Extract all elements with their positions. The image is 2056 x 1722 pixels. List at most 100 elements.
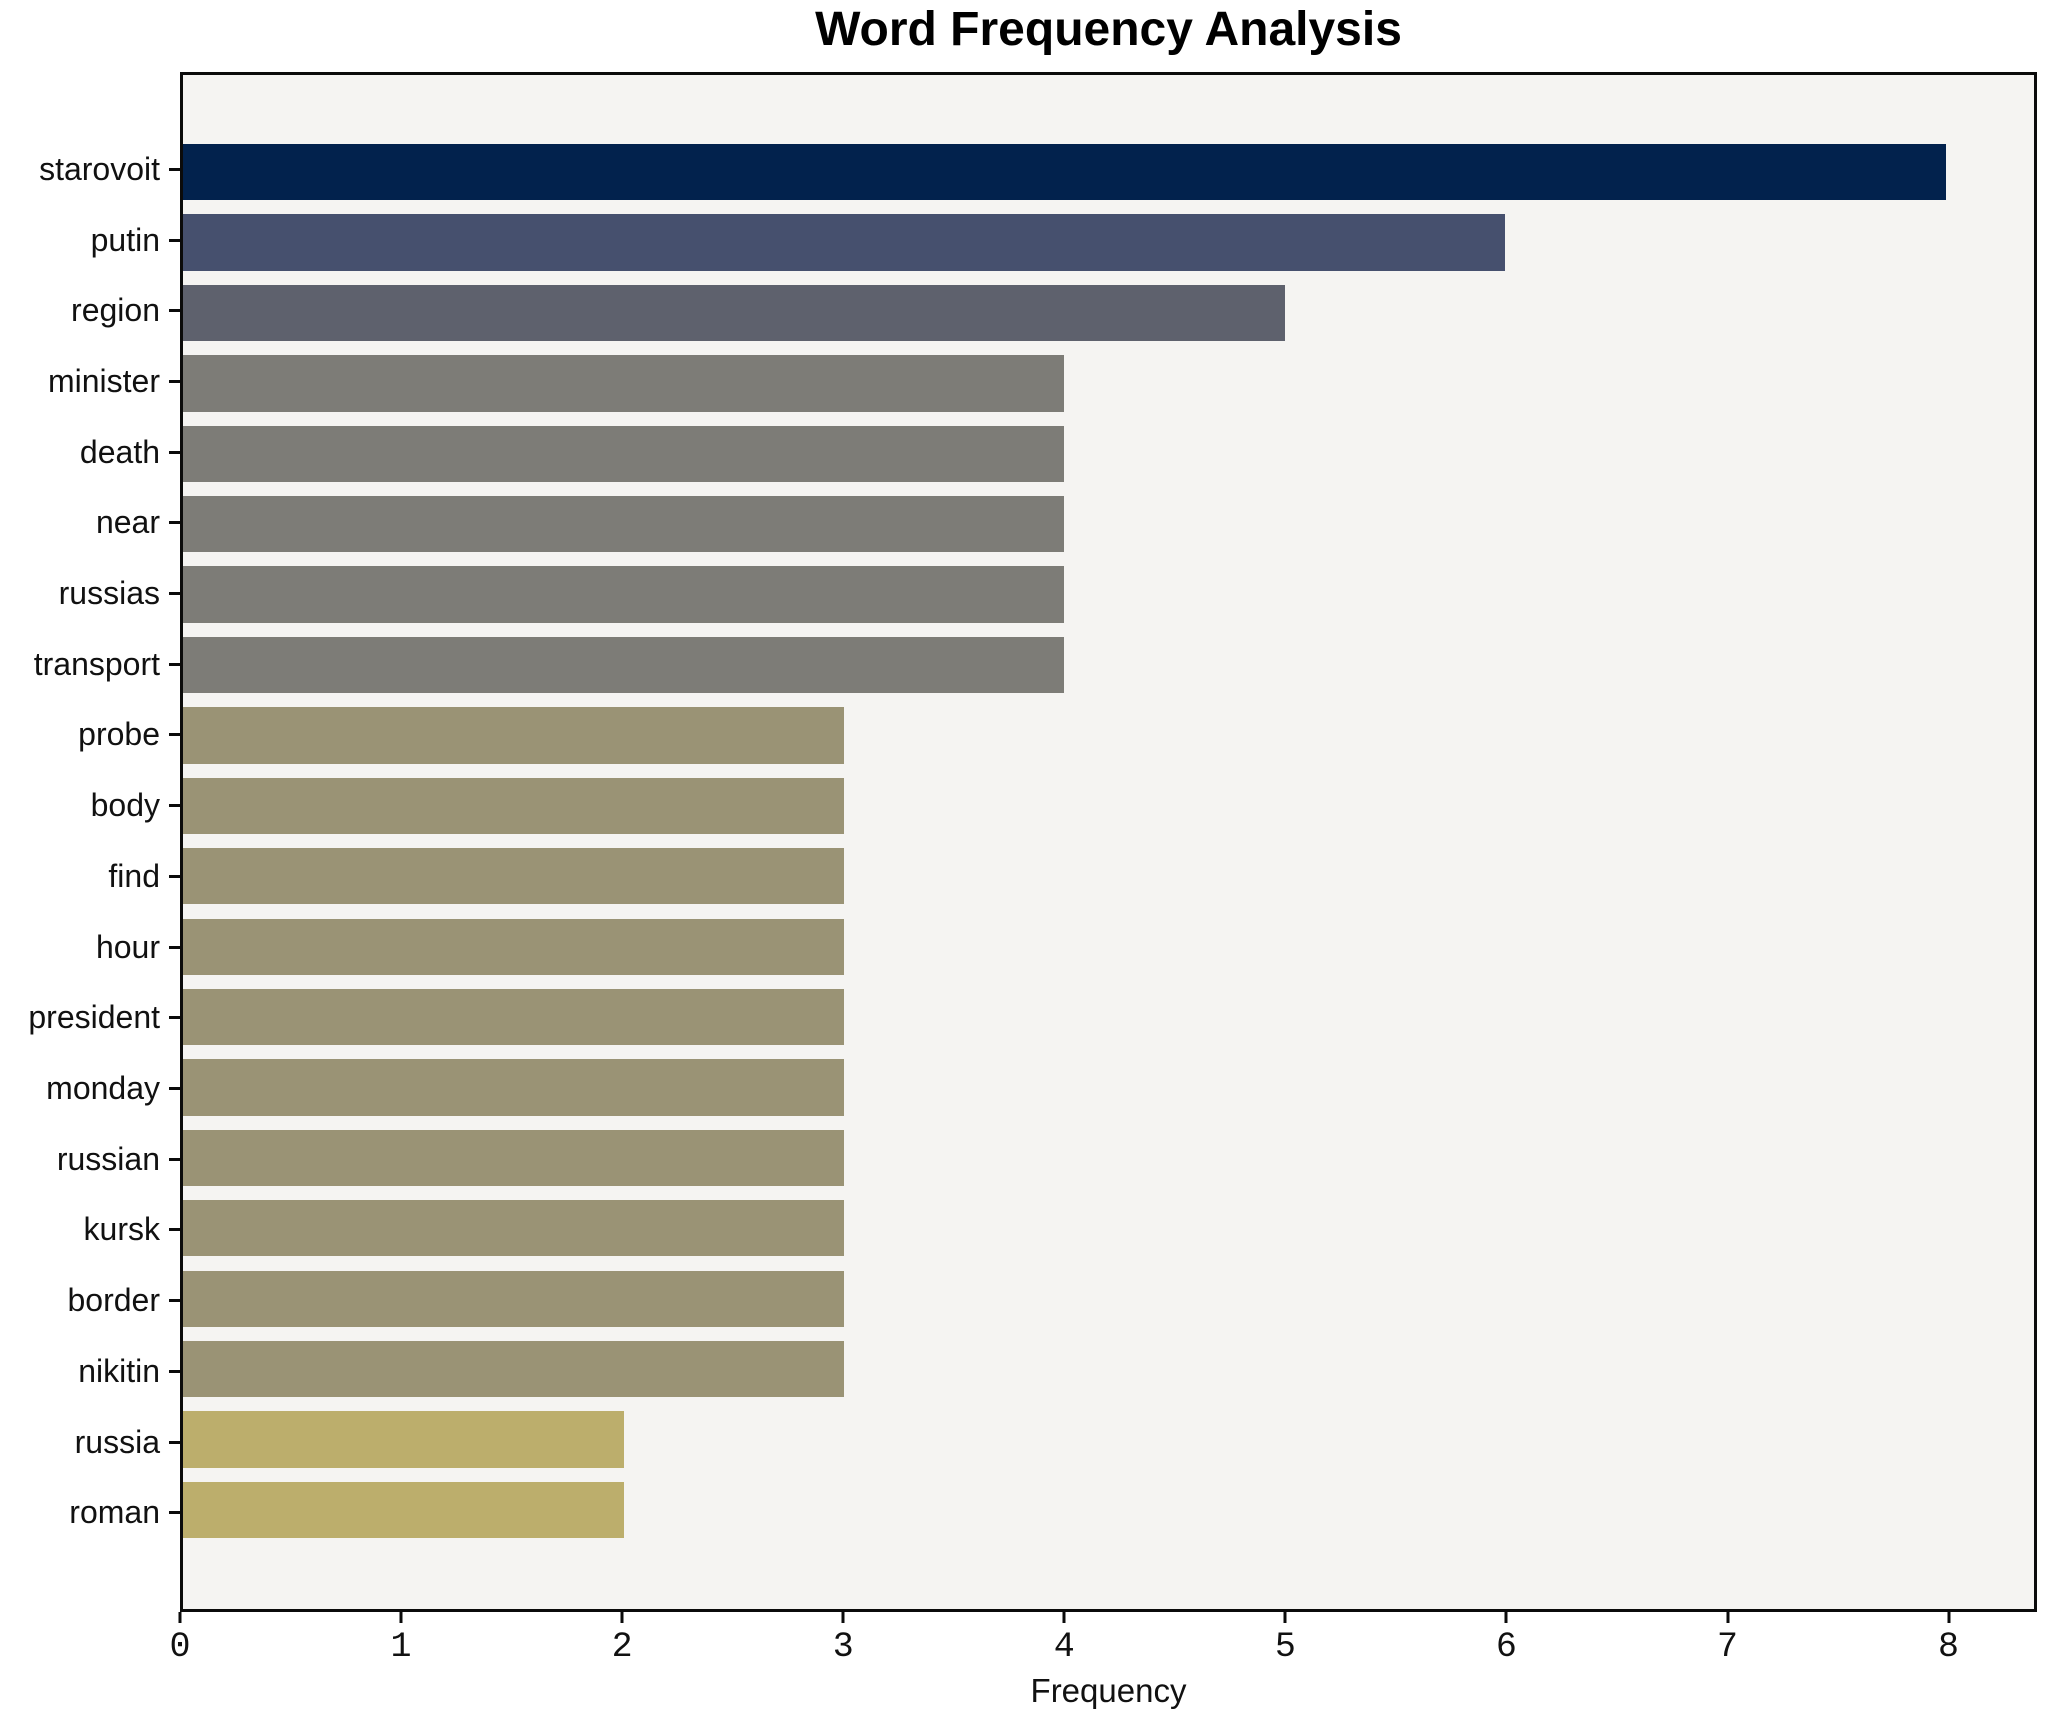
bar-minister	[183, 355, 1065, 412]
x-tick-mark	[178, 1612, 182, 1623]
y-label-row: transport	[0, 629, 180, 700]
y-label-row: probe	[0, 700, 180, 771]
y-tick-mark	[169, 1369, 180, 1373]
x-tick-7: 7	[1717, 1612, 1738, 1665]
y-label-row: body	[0, 770, 180, 841]
y-tick-label-kursk: kursk	[83, 1211, 160, 1248]
x-tick-mark	[1947, 1612, 1951, 1623]
x-tick-mark	[841, 1612, 845, 1623]
x-axis-ticks: 0 1 2 3 4 5 6 7 8	[169, 1612, 2037, 1682]
y-tick-mark	[169, 874, 180, 878]
y-tick-label-president: president	[28, 999, 160, 1036]
y-tick-mark	[169, 1299, 180, 1303]
bar-row	[183, 1123, 2034, 1193]
y-tick-label-russias: russias	[58, 575, 160, 612]
y-tick-label-nikitin: nikitin	[78, 1352, 160, 1389]
y-tick-mark	[169, 379, 180, 383]
x-tick-label: 8	[1938, 1627, 1960, 1667]
bar-russia	[183, 1411, 624, 1468]
x-tick-4: 4	[1054, 1612, 1075, 1665]
bar-row	[183, 137, 2034, 207]
bar-row	[183, 911, 2034, 981]
bar-probe	[183, 707, 845, 764]
x-tick-label: 7	[1716, 1627, 1739, 1667]
y-label-row: border	[0, 1265, 180, 1336]
y-tick-label-body: body	[90, 787, 160, 824]
y-tick-label-roman: roman	[69, 1494, 160, 1531]
bar-president	[183, 988, 845, 1046]
bar-row	[183, 419, 2034, 489]
y-tick-label-near: near	[95, 504, 160, 541]
x-tick-label: 4	[1053, 1627, 1075, 1667]
bar-border	[183, 1270, 845, 1327]
bar-nikitin	[183, 1340, 845, 1398]
y-tick-mark	[169, 804, 180, 808]
y-tick-label-russia: russia	[74, 1423, 160, 1460]
bar-row	[183, 1404, 2034, 1474]
bar-row	[183, 841, 2034, 911]
bar-row	[183, 1475, 2034, 1545]
x-tick-5: 5	[1275, 1612, 1296, 1665]
y-tick-label-putin: putin	[90, 221, 160, 258]
x-tick-label: 5	[1274, 1627, 1296, 1667]
x-tick-label: 6	[1495, 1627, 1517, 1667]
y-tick-label-border: border	[67, 1282, 161, 1319]
x-tick-mark	[620, 1612, 624, 1623]
bar-body	[183, 777, 845, 835]
x-tick-1: 1	[391, 1612, 412, 1665]
y-label-row: president	[0, 982, 180, 1053]
x-tick-label: 0	[169, 1627, 191, 1667]
x-tick-0: 0	[169, 1612, 191, 1667]
y-tick-mark	[169, 1511, 180, 1515]
bar-row	[183, 1334, 2034, 1404]
y-tick-label-monday: monday	[46, 1069, 160, 1106]
y-label-row: russias	[0, 558, 180, 629]
y-tick-mark	[169, 1440, 180, 1444]
y-tick-mark	[169, 309, 180, 313]
y-label-row: russia	[0, 1407, 180, 1478]
bar-find	[183, 848, 845, 905]
bar-row	[183, 348, 2034, 418]
bar-row	[183, 771, 2034, 841]
y-label-row: minister	[0, 346, 180, 417]
bar-row	[183, 630, 2034, 700]
y-label-row: monday	[0, 1053, 180, 1124]
y-tick-label-find: find	[108, 857, 160, 894]
y-tick-label-starovoit: starovoit	[39, 150, 160, 187]
y-tick-mark	[169, 450, 180, 454]
plot-area	[180, 72, 2037, 1612]
y-label-row: kursk	[0, 1195, 180, 1266]
y-tick-mark	[169, 662, 180, 666]
y-label-row: near	[0, 488, 180, 559]
y-tick-mark	[169, 521, 180, 525]
chart-title: Word Frequency Analysis	[815, 3, 1402, 56]
bar-kursk	[183, 1200, 845, 1257]
bar-row	[183, 1193, 2034, 1263]
bar-hour	[183, 918, 845, 975]
bar-death	[183, 425, 1065, 482]
x-tick-mark	[399, 1612, 403, 1623]
x-tick-2: 2	[612, 1612, 633, 1665]
x-tick-mark	[1283, 1612, 1287, 1623]
bar-row	[183, 559, 2034, 629]
bar-monday	[183, 1059, 845, 1116]
y-label-row: find	[0, 841, 180, 912]
bar-row	[183, 489, 2034, 559]
bar-russias	[183, 566, 1065, 623]
bar-near	[183, 496, 1065, 553]
x-tick-label: 3	[832, 1627, 854, 1667]
y-tick-label-russian: russian	[56, 1140, 160, 1177]
x-tick-3: 3	[833, 1612, 854, 1665]
y-label-row: region	[0, 275, 180, 346]
bar-row	[183, 1264, 2034, 1334]
y-tick-label-death: death	[79, 433, 160, 470]
y-label-row: roman	[0, 1477, 180, 1548]
y-label-row: russian	[0, 1124, 180, 1195]
y-tick-label-transport: transport	[33, 645, 160, 682]
x-tick-label: 2	[611, 1627, 633, 1667]
y-tick-mark	[169, 733, 180, 737]
bar-row	[183, 1052, 2034, 1122]
bar-row	[183, 207, 2034, 277]
y-label-row: hour	[0, 912, 180, 983]
